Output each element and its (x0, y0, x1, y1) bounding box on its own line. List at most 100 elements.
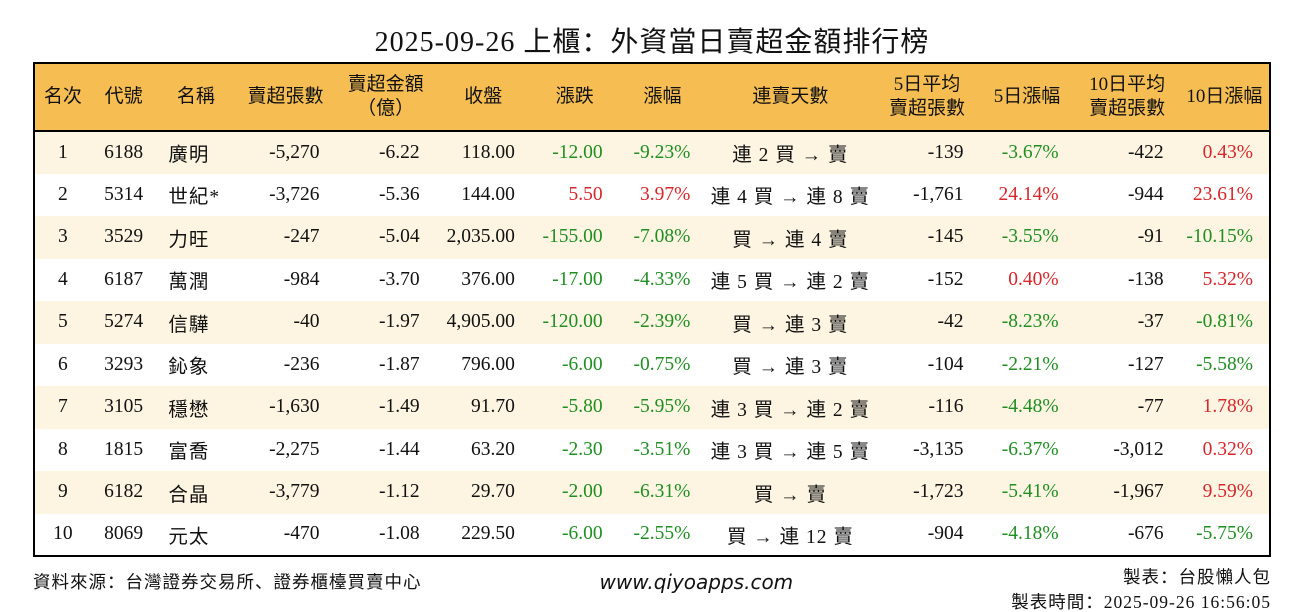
cell-change: -2.30 (561, 438, 603, 460)
cell-pct10: -5.75% (1196, 523, 1253, 545)
cell-name: 信驊 (168, 314, 210, 336)
cell-change: -12.00 (552, 141, 603, 163)
cell-rank: 1 (58, 141, 68, 163)
cell-code: 5274 (104, 311, 144, 333)
cell-streak: 連 3 買 → 連 2 賣 (710, 399, 870, 421)
cell-code: 6187 (104, 268, 144, 290)
maker-credit: 製表：台股懶人包 (1122, 567, 1271, 587)
cell-avg10: -138 (1127, 268, 1164, 290)
table-row: 4 6187 萬潤 -984 -3.70 376.00 -17.00 -4.33% 連 5 買 … (34, 258, 1270, 301)
cell-rank: 8 (58, 438, 68, 460)
cell-streak: 連 2 買 → 賣 (732, 145, 849, 167)
column-header: 連賣天數 (706, 63, 875, 132)
cell-close: 4,905.00 (446, 311, 515, 333)
cell-pct5: -3.55% (1001, 226, 1059, 248)
cell-code: 6182 (104, 481, 144, 503)
cell-pct10: 23.61% (1192, 183, 1253, 205)
cell-avg10: -944 (1127, 183, 1164, 205)
made-timestamp: 製表時間：2025-09-26 16:56:05 (1011, 592, 1271, 612)
cell-streak: 連 4 買 → 連 8 賣 (710, 187, 870, 209)
cell-rank: 10 (53, 523, 73, 545)
table-row: 1 6188 廣明 -5,270 -6.22 118.00 -12.00 -9.23% 連 2 … (34, 131, 1270, 174)
cell-avg5: -152 (927, 268, 964, 290)
table-row: 2 5314 世紀* -3,726 -5.36 144.00 5.50 3.97% 連 4 買 … (34, 173, 1270, 216)
column-header: 5日漲幅 (979, 63, 1075, 132)
cell-avg10: -127 (1127, 353, 1164, 375)
cell-pct5: -8.23% (1001, 311, 1059, 333)
cell-change: -2.00 (561, 481, 603, 503)
table-row: 8 1815 富喬 -2,275 -1.44 63.20 -2.30 -3.51% 連 3 買 … (34, 428, 1270, 471)
cell-avg10: -3,012 (1113, 438, 1164, 460)
cell-change_pct: -9.23% (633, 141, 691, 163)
cell-avg10: -422 (1127, 141, 1164, 163)
cell-avg5: -904 (927, 523, 964, 545)
column-header: 漲幅 (618, 63, 707, 132)
cell-avg5: -1,723 (913, 481, 964, 503)
cell-avg5: -145 (927, 226, 964, 248)
column-header: 10日平均 賣超張數 (1074, 63, 1180, 132)
cell-pct10: -0.81% (1196, 311, 1253, 333)
cell-sell_shares: -40 (293, 311, 320, 333)
cell-pct10: -5.58% (1196, 353, 1253, 375)
cell-name: 穩懋 (168, 399, 210, 421)
cell-code: 3529 (104, 226, 144, 248)
cell-pct5: 0.40% (1008, 268, 1059, 290)
cell-change_pct: -0.75% (633, 353, 691, 375)
cell-name: 力旺 (168, 229, 210, 251)
cell-name: 廣明 (168, 145, 210, 167)
cell-sell_amount: -1.87 (379, 353, 420, 375)
cell-rank: 9 (58, 481, 68, 503)
cell-avg10: -676 (1127, 523, 1164, 545)
cell-close: 29.70 (470, 481, 515, 503)
cell-pct5: -3.67% (1001, 141, 1059, 163)
cell-pct10: 0.43% (1202, 141, 1253, 163)
page-title: 2025-09-26 上櫃：外資當日賣超金額排行榜 (374, 27, 930, 58)
cell-sell_amount: -5.04 (379, 226, 420, 248)
cell-sell_amount: -1.49 (379, 396, 420, 418)
cell-streak: 買 → 賣 (753, 484, 827, 506)
cell-streak: 買 → 連 3 賣 (732, 314, 849, 336)
cell-avg5: -3,135 (913, 438, 964, 460)
ranking-table: 名次 代號 名稱 賣超張數 賣超金額 （億） 收盤 漲跌 漲幅 連賣天數 5日平均 賣超張數 5日漲… (33, 62, 1271, 557)
cell-sell_amount: -1.97 (379, 311, 420, 333)
cell-change_pct: -6.31% (633, 481, 691, 503)
cell-change_pct: -2.55% (633, 523, 691, 545)
cell-code: 5314 (104, 183, 144, 205)
cell-sell_shares: -5,270 (269, 141, 320, 163)
cell-sell_amount: -1.44 (379, 438, 420, 460)
cell-avg5: -1,761 (913, 183, 964, 205)
table-row: 3 3529 力旺 -247 -5.04 2,035.00 -155.00 -7.08% 買 →… (34, 216, 1270, 259)
cell-code: 3293 (104, 353, 144, 375)
cell-pct5: 24.14% (998, 183, 1059, 205)
cell-change_pct: -4.33% (633, 268, 691, 290)
cell-streak: 連 3 買 → 連 5 賣 (710, 442, 870, 464)
column-header: 賣超張數 (235, 63, 336, 132)
cell-change_pct: -2.39% (633, 311, 691, 333)
column-header: 10日漲幅 (1179, 63, 1270, 132)
cell-streak: 買 → 連 3 賣 (732, 357, 849, 379)
cell-streak: 買 → 連 4 賣 (732, 229, 849, 251)
header-row: 名次 代號 名稱 賣超張數 賣超金額 （億） 收盤 漲跌 漲幅 連賣天數 5日平均 賣超張數 5日漲… (34, 63, 1270, 132)
cell-change_pct: -3.51% (633, 438, 691, 460)
cell-close: 118.00 (461, 141, 515, 163)
cell-avg5: -116 (928, 396, 964, 418)
column-header: 名次 (34, 63, 91, 132)
cell-rank: 4 (58, 268, 68, 290)
column-header: 代號 (90, 63, 157, 132)
cell-change_pct: 3.97% (639, 183, 691, 205)
cell-code: 6188 (104, 141, 144, 163)
cell-pct10: 5.32% (1202, 268, 1253, 290)
cell-name: 鈊象 (168, 357, 210, 379)
cell-change: 5.50 (568, 183, 603, 205)
cell-sell_shares: -247 (283, 226, 320, 248)
cell-sell_shares: -236 (283, 353, 320, 375)
cell-sell_shares: -2,275 (269, 438, 320, 460)
column-header: 漲跌 (530, 63, 619, 132)
cell-name: 富喬 (168, 442, 210, 464)
cell-sell_shares: -984 (283, 268, 320, 290)
cell-pct10: 1.78% (1202, 396, 1253, 418)
cell-pct5: -4.18% (1001, 523, 1059, 545)
cell-pct5: -5.41% (1001, 481, 1059, 503)
cell-name: 合晶 (168, 484, 210, 506)
cell-avg10: -37 (1137, 311, 1164, 333)
